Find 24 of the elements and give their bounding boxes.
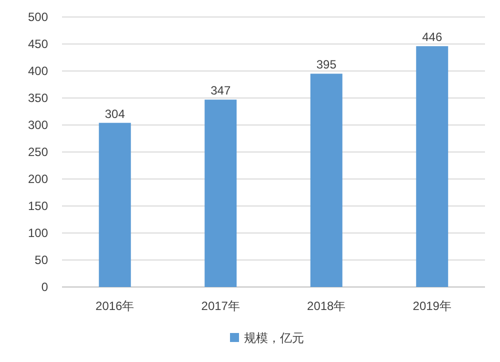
bar	[98, 122, 131, 287]
data-label: 304	[104, 106, 126, 121]
x-tick-label: 2019年	[412, 299, 452, 313]
x-tick-label: 2018年	[307, 299, 346, 313]
y-tick-label: 300	[28, 118, 48, 132]
data-label: 347	[210, 84, 231, 98]
y-tick-label: 450	[28, 37, 48, 51]
y-tick-label: 350	[28, 91, 48, 105]
data-label: 395	[316, 58, 337, 72]
y-tick-label: 50	[34, 253, 48, 267]
legend-label: 规模，亿元	[244, 331, 304, 345]
data-label: 446	[422, 30, 442, 44]
y-tick-label: 500	[28, 10, 48, 24]
y-tick-label: 400	[28, 64, 48, 78]
bar	[310, 74, 342, 287]
bar	[204, 100, 237, 287]
y-tick-label: 200	[28, 172, 48, 186]
bar	[416, 46, 448, 287]
y-tick-label: 150	[28, 199, 48, 213]
x-tick-label: 2017年	[201, 299, 240, 313]
y-tick-label: 250	[28, 145, 48, 159]
x-tick-label: 2016年	[96, 299, 134, 313]
y-tick-label: 0	[41, 280, 48, 294]
y-tick-label: 100	[28, 226, 48, 240]
